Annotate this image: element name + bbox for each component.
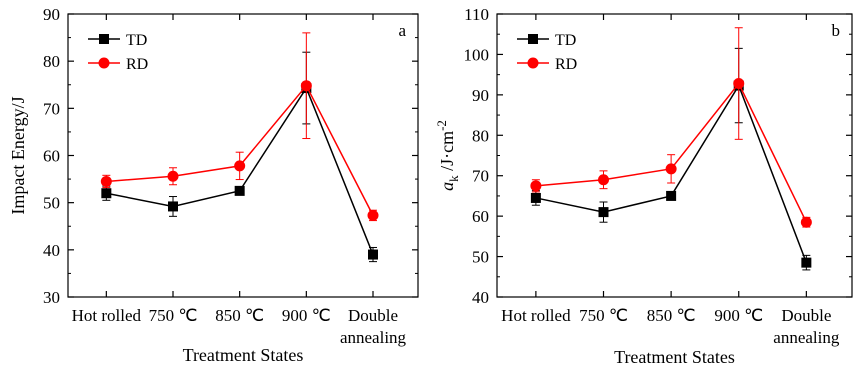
y-tick-label: 70 — [472, 167, 489, 186]
panel-label: b — [832, 21, 841, 40]
x-tick-label-line: Hot rolled — [72, 306, 142, 325]
x-tick-label-line: 900 ℃ — [714, 306, 763, 325]
series-line — [106, 84, 374, 216]
data-point — [530, 180, 542, 192]
y-tick-label: 60 — [472, 207, 489, 226]
x-tick-label: Double annealing — [773, 306, 840, 347]
y-tick-label: 100 — [464, 45, 490, 64]
series-rd — [100, 32, 379, 222]
y-tick-label: 50 — [472, 248, 489, 267]
data-point — [367, 209, 379, 221]
legend-marker — [528, 34, 538, 44]
x-tick-label: Hot rolled — [72, 306, 142, 325]
legend-marker — [98, 57, 110, 69]
x-axis-label: Treatment States — [614, 347, 735, 367]
data-point — [530, 192, 541, 203]
x-tick-label-line: Double — [781, 306, 831, 325]
data-point — [598, 174, 609, 186]
x-tick-label: Hot rolled — [501, 306, 571, 325]
data-point — [300, 80, 312, 92]
x-axis-label: Treatment States — [183, 345, 304, 365]
data-point — [598, 207, 609, 218]
data-point — [733, 78, 745, 90]
data-point — [100, 175, 112, 187]
y-axis-label-subscript: k — [446, 175, 461, 182]
data-point — [234, 185, 245, 196]
legend-marker — [99, 34, 109, 44]
x-tick-label-line: 900 ℃ — [282, 306, 331, 325]
data-point — [168, 201, 178, 212]
y-tick-label: 40 — [43, 241, 60, 260]
data-point — [666, 190, 677, 201]
x-tick-label-line: annealing — [340, 328, 407, 347]
y-tick-label: 50 — [43, 194, 60, 213]
y-axis-label: Impact Energy/J — [8, 96, 28, 214]
data-point — [800, 216, 812, 228]
x-tick-label-line: Double — [348, 306, 398, 325]
y-tick-label: 70 — [43, 99, 60, 118]
y-tick-label: 90 — [472, 86, 489, 105]
data-point — [665, 163, 677, 175]
y-tick-label: 60 — [43, 147, 60, 166]
legend-marker — [527, 57, 539, 69]
y-tick-label: 80 — [472, 126, 489, 145]
data-point — [101, 188, 112, 199]
x-tick-label-line: annealing — [773, 328, 840, 347]
x-tick-label-line: 850 ℃ — [215, 306, 264, 325]
legend-label: RD — [555, 56, 577, 73]
chart-panel-b: 40 50 60 70 80 90 100 110 Hot rolled 750 ℃ 850 ℃ 90… — [434, 5, 853, 367]
x-tick-label: 850 ℃ — [215, 306, 264, 325]
legend: TD RD — [517, 32, 577, 73]
y-tick-label: 90 — [43, 5, 60, 24]
legend-label: TD — [555, 32, 576, 49]
x-tick-label: 750 ℃ — [149, 306, 198, 325]
x-tick-label-line: 750 ℃ — [149, 306, 198, 325]
data-point — [234, 160, 246, 172]
series-rd — [530, 27, 812, 228]
x-tick-label-line: 850 ℃ — [647, 306, 696, 325]
chart-panel-a: 30 40 50 60 70 80 90 Hot rolled 750 ℃ 850 ℃ 900 ℃ D… — [8, 5, 419, 365]
y-tick-label: 40 — [472, 288, 489, 307]
x-tick-label: 900 ℃ — [714, 306, 763, 325]
series-line — [535, 82, 808, 223]
x-tick-label: 850 ℃ — [647, 306, 696, 325]
x-tick-label: 750 ℃ — [579, 306, 628, 325]
x-tick-label-line: Hot rolled — [501, 306, 571, 325]
x-tick-label-line: 750 ℃ — [579, 306, 628, 325]
legend-label: RD — [126, 56, 148, 73]
data-point — [167, 170, 179, 182]
y-axis-label-symbol: a — [437, 182, 457, 191]
y-axis-label-superscript: -2 — [434, 120, 449, 131]
x-tick-label: Double annealing — [340, 306, 407, 347]
x-tick-label: 900 ℃ — [282, 306, 331, 325]
data-point — [801, 257, 812, 268]
legend-label: TD — [126, 32, 147, 49]
legend: TD RD — [88, 32, 148, 73]
plot-frame — [496, 13, 853, 298]
data-point — [368, 249, 378, 260]
y-axis-label-unit: /J·cm — [437, 131, 457, 176]
y-tick-label: 30 — [43, 288, 60, 307]
panel-label: a — [398, 21, 406, 40]
y-tick-label: 110 — [464, 5, 489, 24]
plot-frame — [67, 13, 419, 298]
y-tick-label: 80 — [43, 52, 60, 71]
y-axis-label: ak /J·cm-2 — [434, 120, 461, 191]
